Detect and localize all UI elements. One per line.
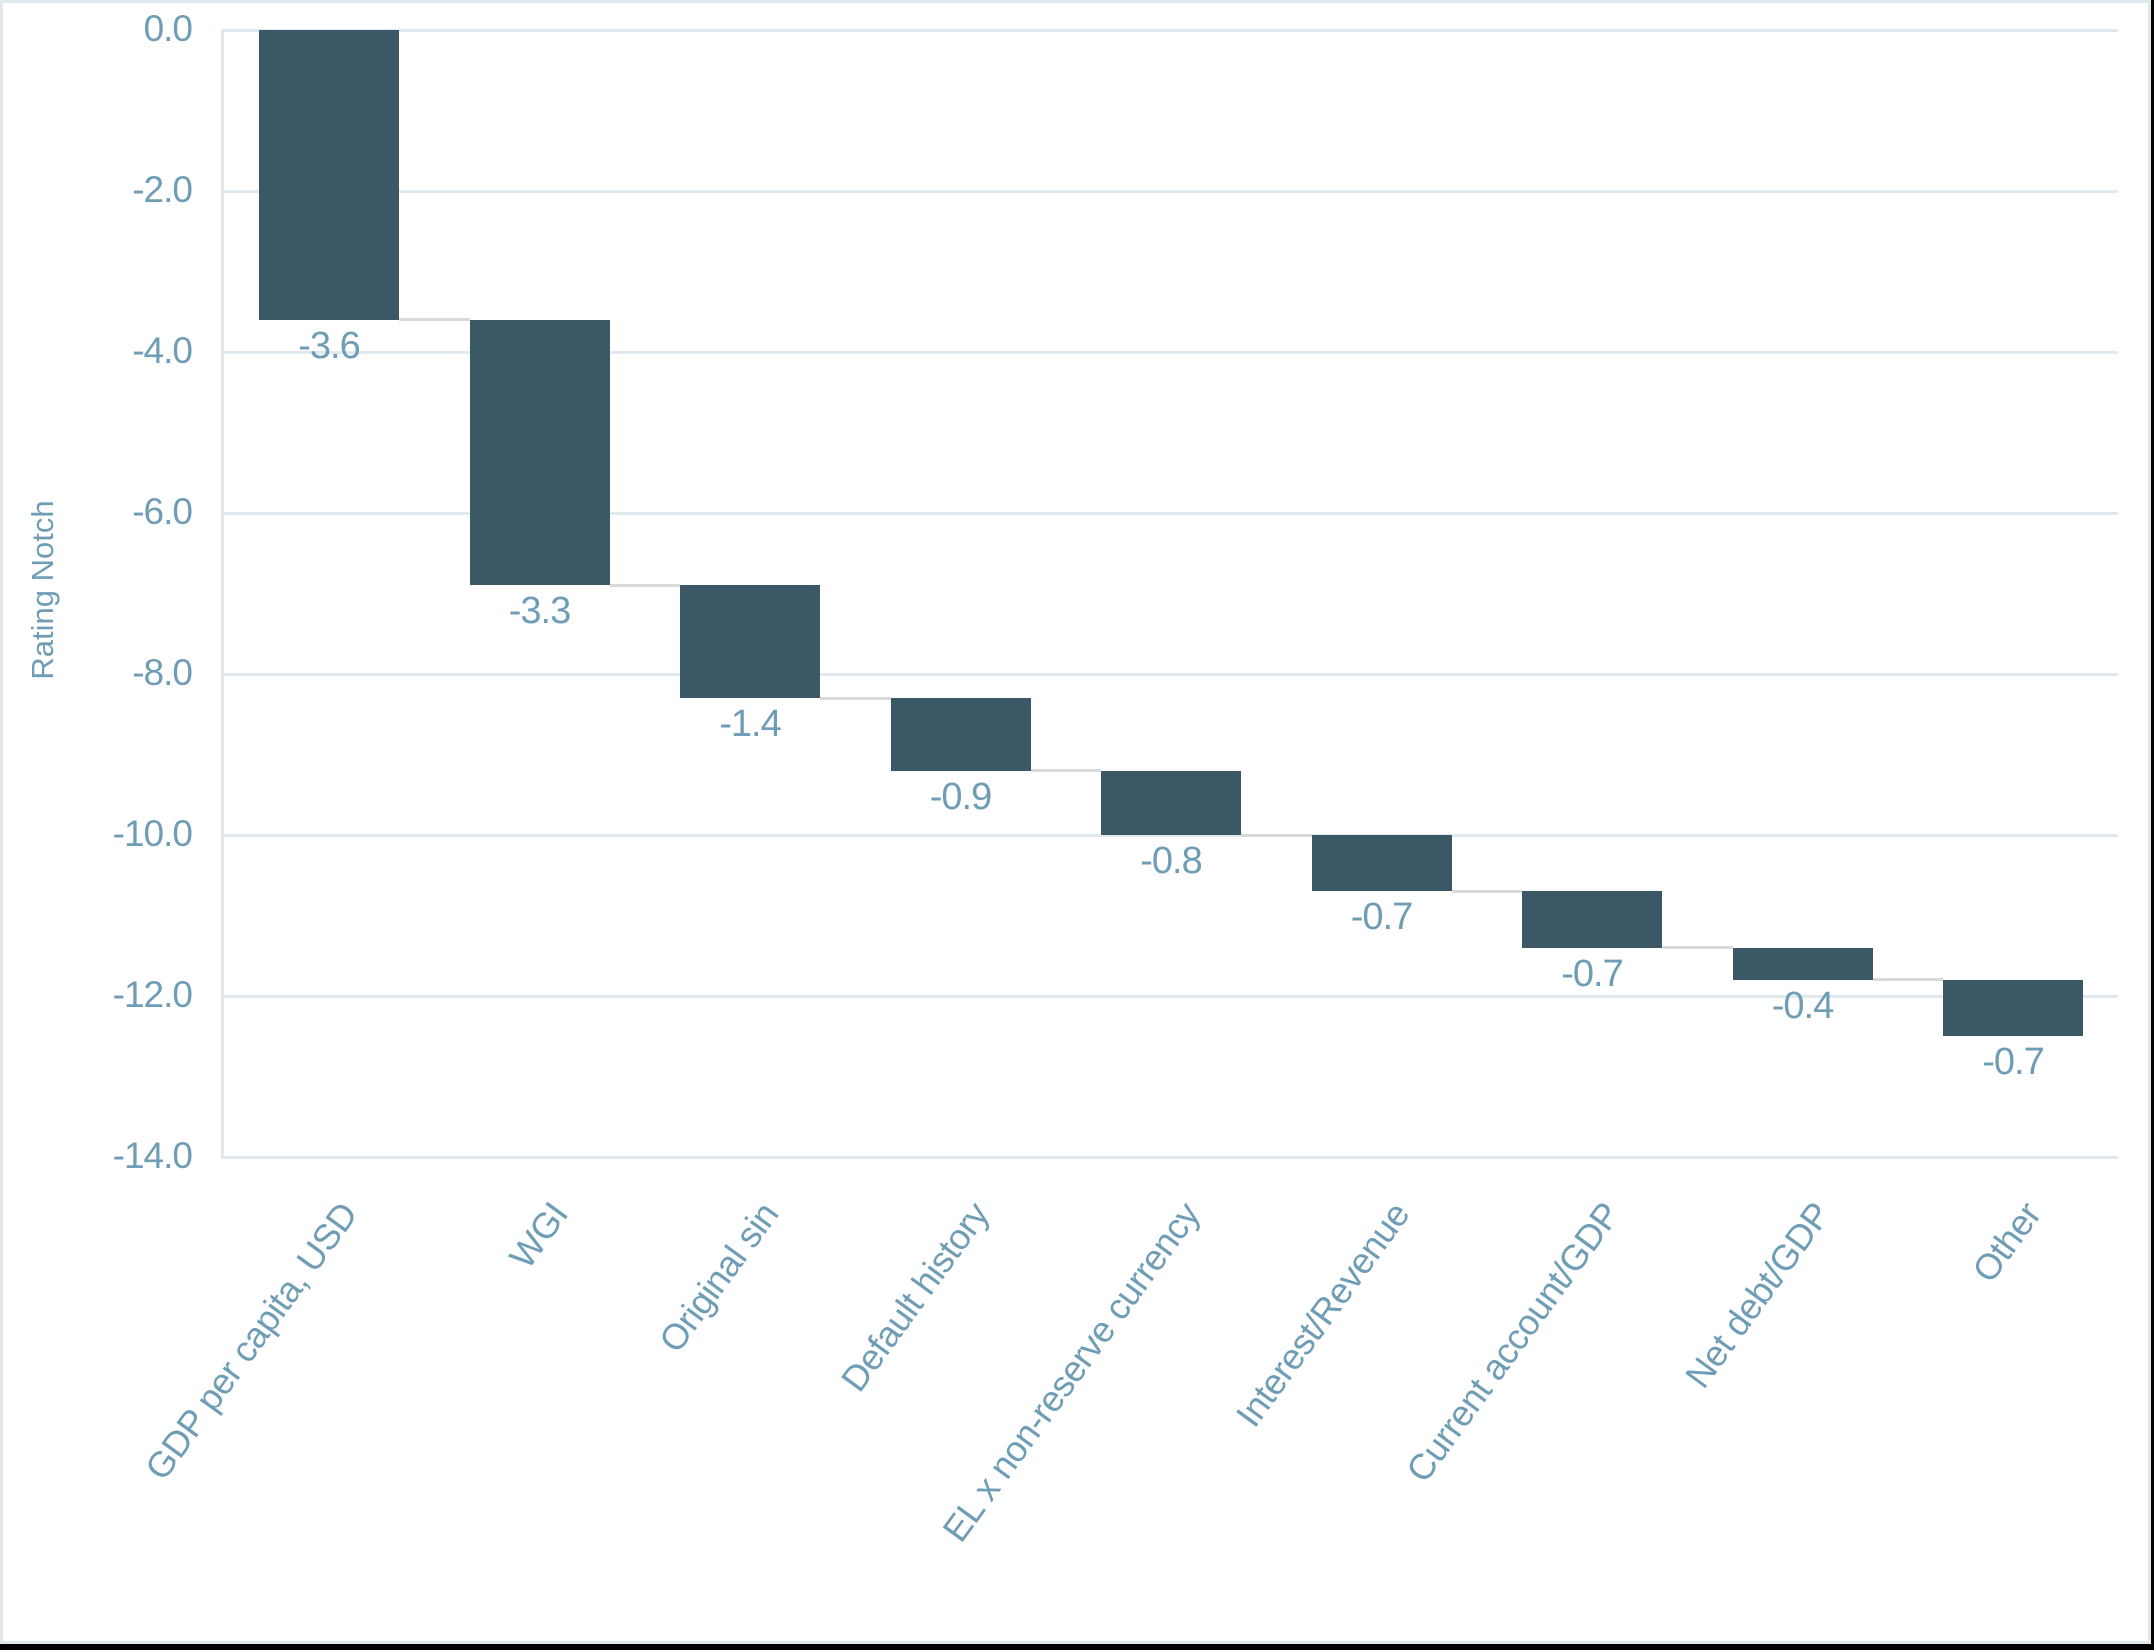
x-tick-label: Original sin (650, 1194, 787, 1360)
x-tick-label: EL x non-reserve currency (933, 1194, 1208, 1550)
waterfall-bar (1522, 891, 1662, 948)
value-label: -0.7 (1561, 952, 1623, 995)
waterfall-bar (1732, 947, 1873, 980)
gridline (222, 350, 2118, 354)
waterfall-bar (1101, 770, 1241, 835)
value-label: -1.4 (719, 703, 781, 746)
waterfall-bar (890, 698, 1031, 771)
connector-line (1872, 978, 1943, 982)
y-tick-label: -8.0 (132, 652, 193, 693)
x-tick-label: WGI (501, 1194, 576, 1276)
x-tick-label: Interest/Revenue (1228, 1194, 1418, 1435)
y-tick-label: -12.0 (112, 974, 193, 1015)
gridline (222, 189, 2118, 193)
value-label: -0.8 (1140, 840, 1202, 882)
gridline (222, 672, 2118, 676)
x-tick-label: GDP per capita, USD (136, 1194, 366, 1488)
waterfall-bar (1311, 835, 1452, 892)
y-tick-label: -14.0 (112, 1135, 193, 1176)
connector-line (609, 583, 680, 587)
connector-line (1662, 946, 1733, 950)
value-label: -3.6 (298, 324, 360, 367)
connector-line (1241, 833, 1312, 837)
value-label: -0.7 (1350, 896, 1413, 939)
connector-line (1030, 769, 1101, 773)
y-axis-line (220, 28, 224, 1159)
gridline (222, 511, 2118, 515)
y-tick-label: -4.0 (132, 330, 193, 371)
gridline (222, 994, 2118, 998)
waterfall-bar (1943, 979, 2083, 1037)
waterfall-bar (259, 30, 399, 320)
gridline (222, 1155, 2118, 1159)
connector-line (1451, 889, 1522, 893)
y-tick-label: -10.0 (112, 813, 193, 854)
x-tick-label: Current account/GDP (1398, 1194, 1629, 1490)
value-label: -0.4 (1771, 984, 1834, 1027)
value-label: -0.9 (929, 775, 992, 818)
y-tick-label: -2.0 (132, 169, 193, 210)
waterfall-bar (469, 319, 610, 586)
x-tick-label: Net debt/GDP (1677, 1194, 1839, 1396)
connector-line (399, 318, 470, 322)
x-tick-label: Other (1964, 1194, 2050, 1290)
waterfall-bar (680, 585, 820, 699)
y-tick-label: 0.0 (143, 8, 193, 49)
gridline (222, 28, 2118, 32)
gridline (222, 833, 2118, 837)
connector-line (820, 696, 891, 700)
value-label: -0.7 (1982, 1041, 2044, 1084)
x-tick-label: Default history (832, 1194, 997, 1399)
y-tick-label: -6.0 (132, 491, 193, 532)
value-label: -3.3 (508, 590, 571, 633)
